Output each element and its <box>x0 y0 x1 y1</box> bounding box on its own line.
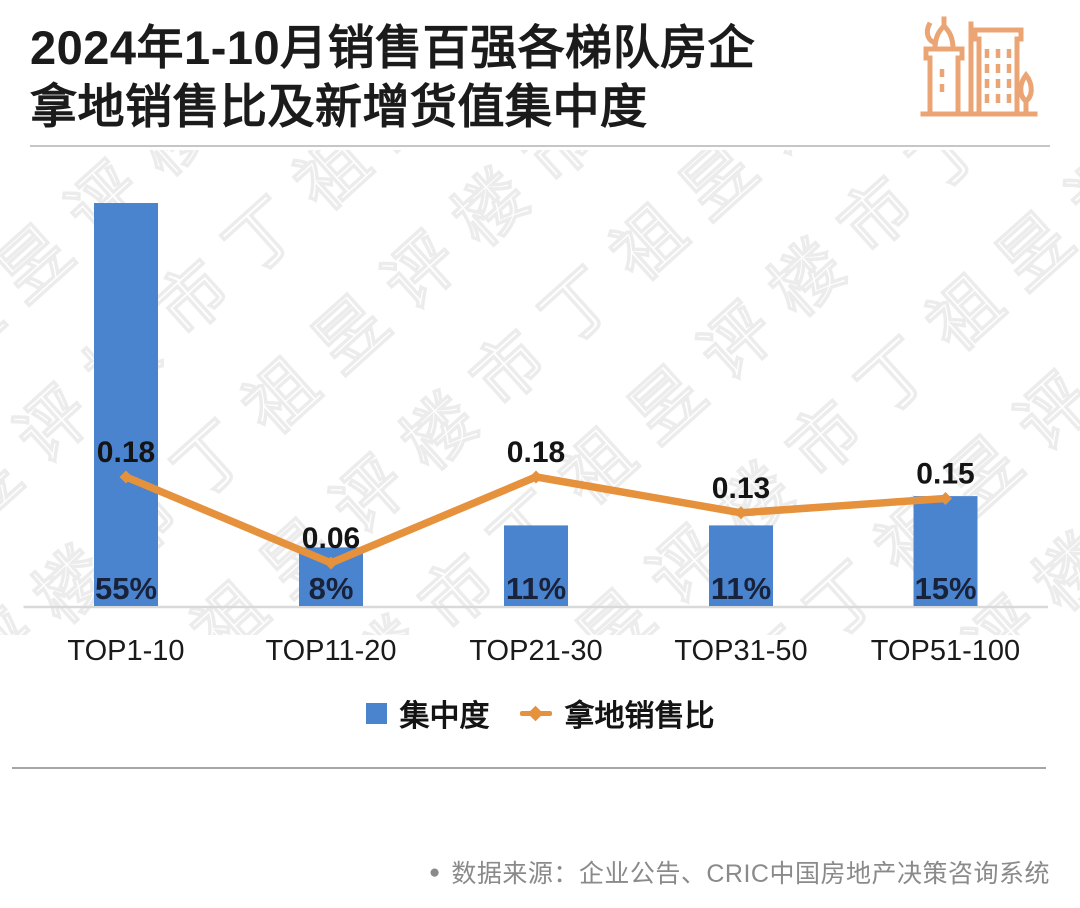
bar-value-label-TOP21-30: 11% <box>506 571 566 606</box>
icon-right-building-windows <box>984 49 1012 103</box>
legend-item-concentration: 集中度 <box>365 691 490 735</box>
line-point-TOP1-10 <box>119 470 133 484</box>
icon-left-tower-cap <box>923 46 965 61</box>
buildings-icon-strokes <box>920 16 1038 117</box>
category-label-TOP21-30: TOP21-30 <box>469 635 602 667</box>
data-source: ● 数据来源：企业公告、CRIC中国房地产决策咨询系统 <box>429 854 1050 890</box>
category-label-TOP1-10: TOP1-10 <box>67 635 184 667</box>
line-point-TOP11-20 <box>324 556 338 570</box>
legend-label-land-sales-ratio: 拿地销售比 <box>564 700 715 733</box>
bullet-icon: ● <box>428 861 441 883</box>
title-line-1: 2024年1-10月销售百强各梯队房企 <box>30 21 756 74</box>
line-value-label-TOP1-10: 0.18 <box>97 436 155 469</box>
diamond-marker-icon <box>527 705 544 721</box>
footer-divider <box>12 767 1046 769</box>
icon-tree <box>1018 70 1034 117</box>
line-series-swatch-icon <box>519 705 552 721</box>
bar-TOP51-100 <box>913 496 978 606</box>
line-value-label-TOP31-50: 0.13 <box>712 472 770 505</box>
icon-flag-curl <box>924 21 937 46</box>
legend-label-concentration: 集中度 <box>399 700 490 733</box>
line-value-label-TOP21-30: 0.18 <box>507 436 565 469</box>
source-text: 数据来源：企业公告、CRIC中国房地产决策咨询系统 <box>451 860 1050 888</box>
bar-TOP21-30 <box>504 525 568 606</box>
bar-value-label-TOP31-50: 11% <box>711 571 771 606</box>
icon-right-building-body <box>976 36 1020 117</box>
bar-value-label-TOP1-10: 55% <box>95 571 157 606</box>
page-title: 2024年1-10月销售百强各梯队房企 拿地销售比及新增货值集中度 <box>30 18 755 136</box>
line-point-TOP51-100 <box>939 491 952 505</box>
category-label-TOP31-50: TOP31-50 <box>674 635 807 667</box>
combo-chart: 55% 8% 11% 11% 15% 0.18 0.06 0.18 0.13 0.15 TOP1-1… <box>23 203 1048 667</box>
buildings-icon <box>920 16 1038 117</box>
line-value-label-TOP51-100: 0.15 <box>916 457 974 490</box>
icon-left-tower-body <box>927 55 961 117</box>
buildings-icon-windows <box>939 49 1012 103</box>
title-divider <box>30 145 1050 147</box>
bar-value-label-TOP51-100: 15% <box>914 571 976 606</box>
icon-dome <box>932 22 956 52</box>
bar-TOP1-10 <box>94 203 158 606</box>
bar-series-swatch-icon <box>365 702 387 724</box>
title-line-2: 拿地销售比及新增货值集中度 <box>30 80 648 133</box>
legend-item-land-sales-ratio: 拿地销售比 <box>519 691 715 735</box>
line-point-TOP31-50 <box>734 506 748 520</box>
category-label-TOP11-20: TOP11-20 <box>265 635 396 667</box>
chart-legend: 集中度 拿地销售比 <box>0 691 1080 735</box>
line-value-label-TOP11-20: 0.06 <box>302 522 360 555</box>
category-label-TOP51-100: TOP51-100 <box>871 635 1020 667</box>
line-point-TOP21-30 <box>529 470 543 484</box>
bar-value-label-TOP11-20: 8% <box>309 571 354 606</box>
bar-TOP31-50 <box>709 525 773 606</box>
icon-right-building-cap <box>972 27 1024 42</box>
